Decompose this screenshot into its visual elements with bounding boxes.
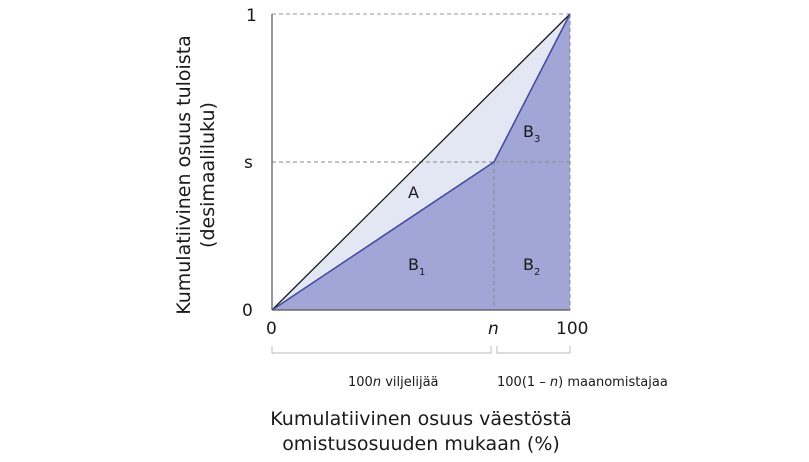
lorenz-curve	[271, 13, 571, 311]
region-label-b2: B2	[523, 255, 540, 278]
workers-var: n	[373, 375, 381, 390]
workers-prefix: 100	[348, 375, 373, 390]
bracket-landowners	[496, 346, 571, 354]
landowners-suffix: ) maanomistajaa	[558, 375, 668, 390]
region-b2-sub: 2	[534, 267, 540, 278]
x-axis-title-line2: omistusosuuden mukaan (%)	[282, 433, 560, 455]
region-b1-sub: 1	[419, 267, 425, 278]
y-axis-title-line1: Kumulatiivinen osuus tuloista	[173, 35, 195, 315]
region-b1-main: B	[408, 255, 419, 274]
region-label-a: A	[408, 183, 419, 202]
x-tick-0: 0	[266, 319, 277, 339]
region-label-b3: B3	[523, 122, 540, 145]
y-tick-s: s	[244, 153, 253, 173]
x-tick-n: n	[488, 319, 499, 339]
region-b3-sub: 3	[534, 134, 540, 145]
landowners-var: n	[550, 375, 558, 390]
area-b	[272, 14, 570, 310]
y-tick-1: 1	[246, 6, 257, 26]
equality-line	[271, 13, 571, 311]
region-b3-main: B	[523, 122, 534, 141]
landowners-prefix: 100(1 –	[497, 375, 550, 390]
bracket-label-workers: 100n viljelijää	[348, 375, 439, 390]
x-axis-title-line1: Kumulatiivinen osuus väestöstä	[270, 408, 571, 430]
y-axis-title-line2: (desimaaliluku)	[197, 102, 219, 248]
region-label-b1: B1	[408, 255, 425, 278]
region-b2-main: B	[523, 255, 534, 274]
bracket-workers	[271, 346, 492, 354]
x-tick-100: 100	[556, 319, 588, 339]
workers-suffix: viljelijää	[381, 375, 438, 390]
y-tick-0: 0	[242, 301, 253, 321]
bracket-label-landowners: 100(1 – n) maanomistajaa	[497, 375, 668, 390]
